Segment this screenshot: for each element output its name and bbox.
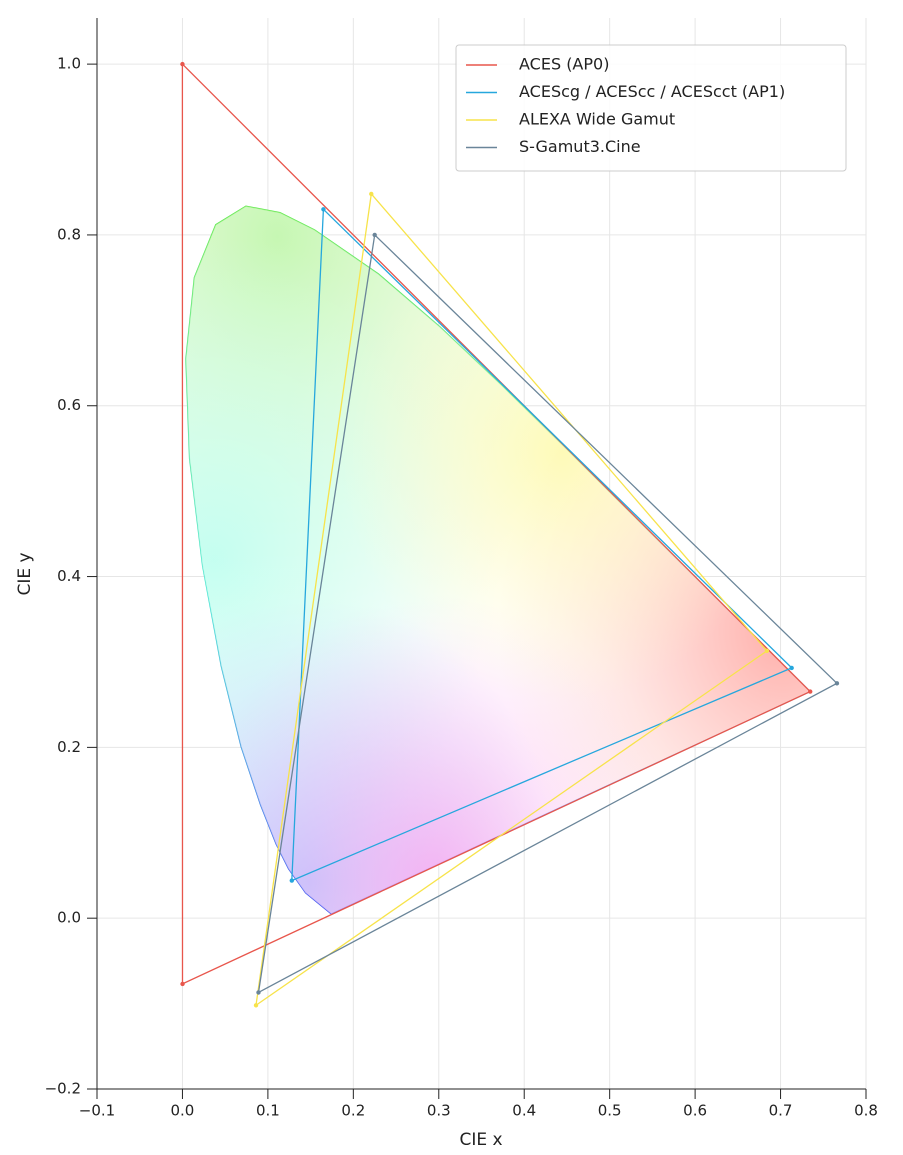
x-tick-label: 0.2 <box>341 1102 365 1120</box>
legend-label: ACEScg / ACEScc / ACEScct (AP1) <box>519 82 785 101</box>
x-tick-label: 0.0 <box>171 1102 195 1120</box>
x-tick-label: 0.6 <box>683 1102 707 1120</box>
y-tick-label: 0.2 <box>57 738 81 756</box>
y-tick-label: −0.2 <box>45 1080 81 1098</box>
x-tick-label: 0.8 <box>854 1102 878 1120</box>
gamut-triangle <box>257 233 838 994</box>
gamut-vertex <box>256 990 261 995</box>
legend-label: ACES (AP0) <box>519 55 609 74</box>
gamut-vertex <box>789 665 794 671</box>
x-tick-label: 0.4 <box>512 1102 536 1120</box>
y-tick-label: 1.0 <box>57 55 81 73</box>
gamut-triangle <box>255 192 768 1007</box>
gamut-vertex <box>289 878 295 883</box>
gamut-vertex <box>834 681 840 686</box>
y-tick-label: 0.8 <box>57 225 81 243</box>
gamut-vertex <box>180 61 185 67</box>
x-tick-label: 0.7 <box>769 1102 793 1120</box>
y-tick-label: 0.0 <box>57 909 81 927</box>
locus-shade <box>185 206 811 914</box>
x-tick-label: 0.3 <box>427 1102 451 1120</box>
y-tick-label: 0.4 <box>57 567 81 585</box>
gamut-vertex <box>369 191 374 197</box>
y-tick-label: 0.6 <box>57 396 81 414</box>
x-axis-label: CIE x <box>459 1130 502 1150</box>
legend-box <box>455 44 847 172</box>
x-tick-label: −0.1 <box>79 1102 115 1120</box>
gamut-vertex <box>808 689 813 694</box>
x-tick-label: 0.1 <box>256 1102 280 1120</box>
gamut-vertex <box>372 232 377 238</box>
gamut-vertex <box>321 207 326 212</box>
x-tick-label: 0.5 <box>598 1102 622 1120</box>
legend-label: ALEXA Wide Gamut <box>519 110 675 129</box>
gamut-vertex <box>253 1003 259 1008</box>
gamut-triangle <box>291 207 793 882</box>
legend-label: S-Gamut3.Cine <box>519 137 641 156</box>
gamut-vertex <box>764 648 770 654</box>
y-axis-label: CIE y <box>15 552 35 595</box>
gamut-vertex <box>180 981 185 987</box>
